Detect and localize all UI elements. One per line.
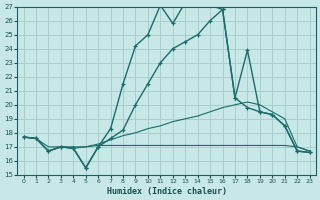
X-axis label: Humidex (Indice chaleur): Humidex (Indice chaleur): [107, 187, 227, 196]
